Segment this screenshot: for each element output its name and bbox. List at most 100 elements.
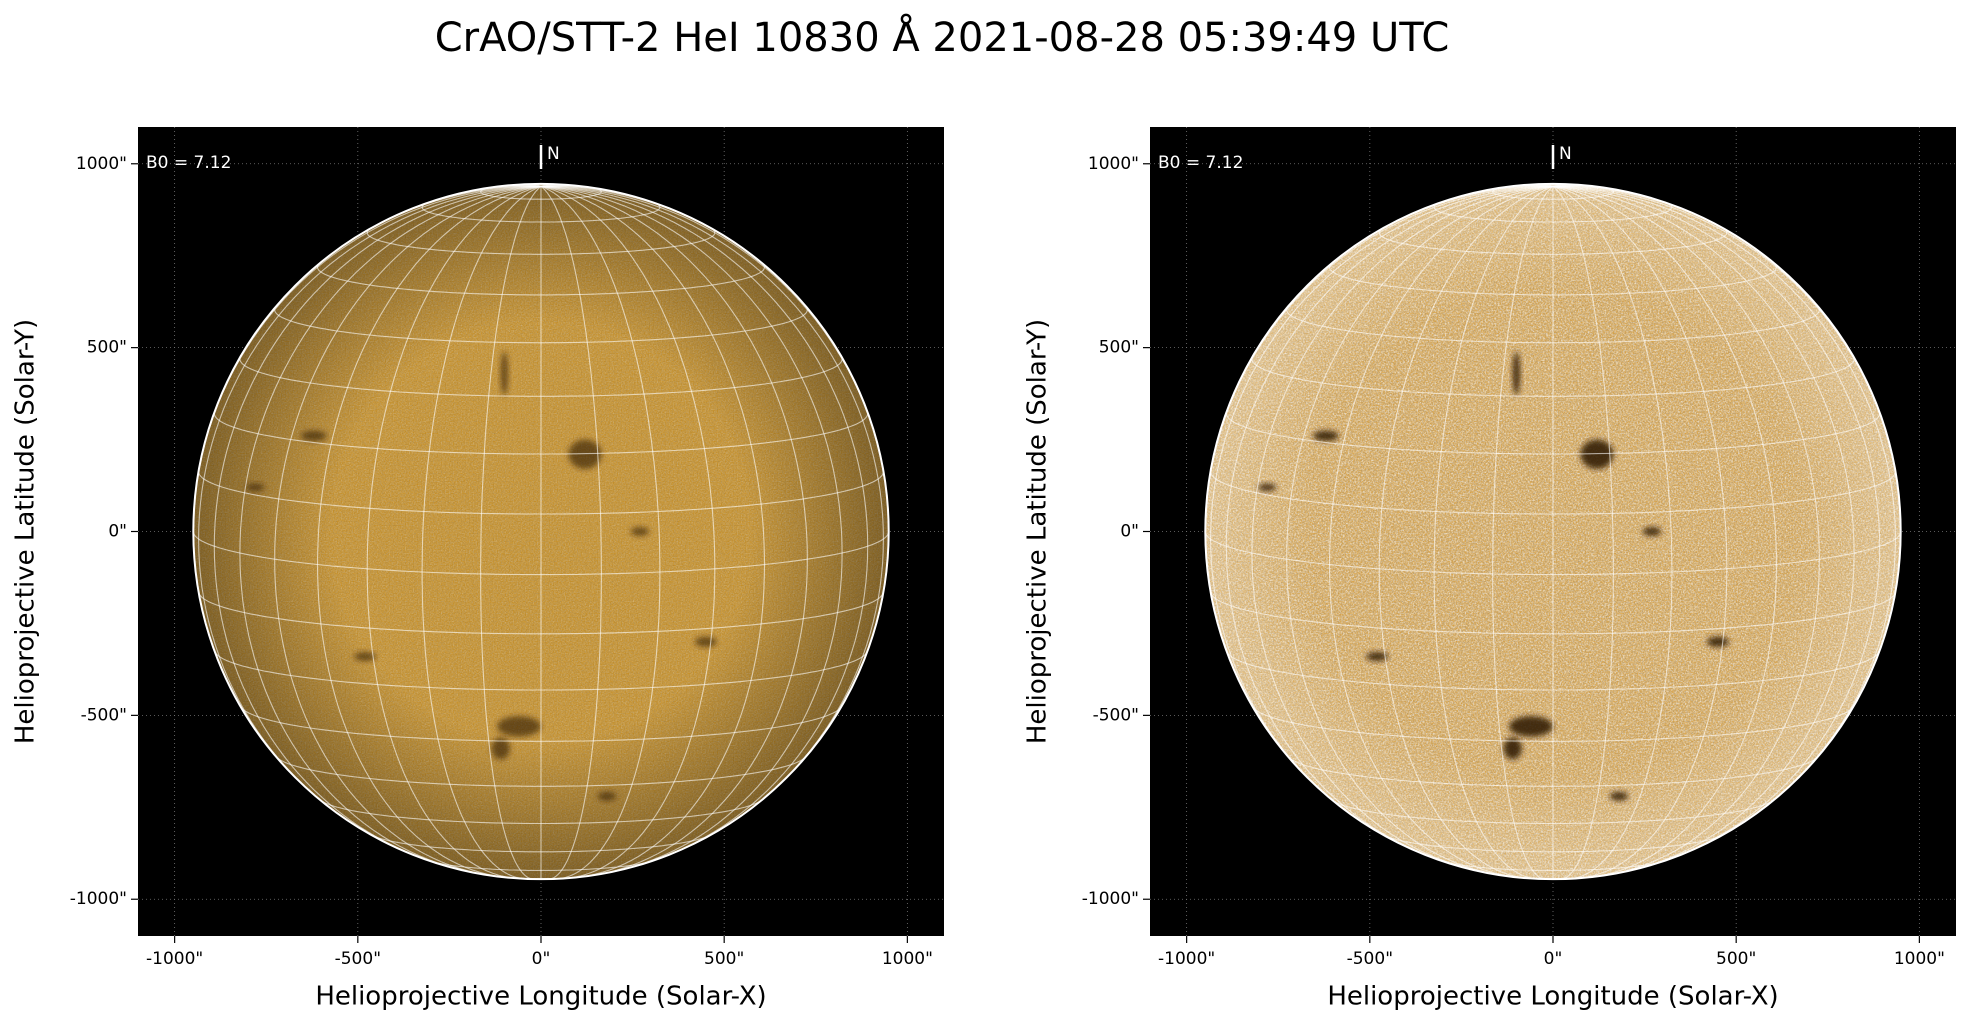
heliographic-grid [1552,185,1778,878]
heliographic-grid [480,185,602,200]
heliographic-grid [421,185,542,880]
heliographic-grid [213,185,542,858]
heliographic-grid [1328,185,1554,878]
y-tick-label: -1000" [1082,889,1139,909]
limb-outline [192,182,890,881]
x-tick-label: 0" [1544,949,1563,969]
panel: -1000" -500" 0" 500" 1000" -1000" -500" 0" 500" 1… [1023,127,1956,1012]
heliographic-grid [316,262,766,296]
heliographic-grid [1251,185,1554,870]
dark-feature [491,737,510,760]
annotation: B0 = 7.12 [146,153,231,173]
heliographic-grid [316,185,542,878]
dark-feature [500,351,509,396]
x-tick-label: 500" [1716,949,1756,969]
x-tick-label: 0" [532,949,551,969]
heliographic-grid [1378,227,1728,255]
heliographic-grid [1384,834,1722,853]
y-tick-label: -500" [81,705,127,725]
heliographic-grid [421,201,661,223]
x-tick-label: -500" [335,949,381,969]
heliographic-grid [1552,186,1614,880]
dark-feature [1512,351,1521,396]
heliographic-grid [1492,185,1614,200]
panel: -1000" -500" 0" 500" 1000" -1000" -500" 0" 500" 1… [11,127,944,1012]
heliographic-grid [1225,412,1881,455]
dark-feature [1706,636,1729,647]
dark-feature [694,636,717,647]
heliographic-grid [198,471,884,515]
heliographic-grid [540,185,661,880]
x-tick-label: 1000" [882,949,933,969]
x-tick-label: -500" [1347,949,1393,969]
heliographic-grid [1210,471,1896,515]
disk-texture [193,183,889,880]
annotation: B0 = 7.12 [1158,153,1243,173]
dark-feature [1258,483,1277,492]
dark-feature [1313,430,1339,442]
y-axis-label: Helioprojective Latitude (Solar-Y) [11,319,41,744]
heliographic-grid [366,185,542,879]
heliographic-grid [480,186,542,880]
heliographic-grid [1253,707,1853,742]
y-tick-label: 1000" [76,154,127,174]
heliographic-grid [1378,185,1554,879]
disk-group [192,182,890,881]
y-tick-label: 0" [1120,522,1139,542]
heliographic-grid [274,305,808,344]
dark-feature [1509,716,1553,737]
heliographic-grid [372,834,710,853]
heliographic-grid [1328,262,1778,296]
heliographic-grid [320,800,762,825]
heliographic-grid [1492,186,1554,880]
y-tick-label: 1000" [1088,154,1139,174]
heliographic-grid [430,860,652,871]
dark-feature [630,527,650,536]
limb-outline [1204,182,1902,881]
dark-feature [301,430,327,442]
heliographic-grid [540,186,602,880]
dark-feature [246,483,265,492]
dark-feature [497,716,541,737]
x-axis-label: Helioprojective Longitude (Solar-X) [1327,982,1778,1012]
dark-feature [1503,737,1522,760]
heliographic-grid [1433,201,1673,223]
disk-texture [1205,183,1901,880]
dark-feature [1609,791,1629,801]
heliographic-grid [540,185,766,878]
heliographic-grid [1552,185,1728,879]
heliographic-grid [193,531,889,576]
heliographic-grid [1210,592,1896,635]
x-axis-label: Helioprojective Longitude (Solar-X) [315,982,766,1012]
heliographic-grid [1226,651,1880,691]
y-axis-label: Helioprojective Latitude (Solar-Y) [1023,319,1053,744]
x-tick-label: 1000" [1894,949,1945,969]
heliographic-grid [1442,860,1664,871]
y-tick-label: 500" [1099,338,1139,358]
heliographic-grid [366,227,716,255]
north-label: N [547,144,560,164]
disk-group [1204,182,1902,881]
heliographic-grid [241,707,841,742]
heliographic-grid [1552,185,1673,880]
heliographic-grid [214,651,868,691]
heliographic-grid [1286,305,1820,344]
heliographic-grid [540,185,869,858]
x-tick-label: -1000" [1158,949,1215,969]
figure-title: CrAO/STT-2 HeI 10830 Å 2021-08-28 05:39:… [435,13,1450,61]
y-tick-label: -500" [1093,705,1139,725]
heliographic-grid [1552,185,1855,870]
heliographic-grid [1332,800,1774,825]
heliographic-grid [540,185,843,870]
dark-feature [354,652,377,661]
heliographic-grid [1205,531,1901,576]
heliographic-grid [239,185,542,870]
heliographic-grid [1552,185,1881,858]
y-tick-label: 0" [108,522,127,542]
y-tick-label: -1000" [70,889,127,909]
dark-feature [1580,439,1614,469]
dark-feature [597,791,617,801]
heliographic-grid [198,592,884,635]
heliographic-grid [1288,757,1818,787]
